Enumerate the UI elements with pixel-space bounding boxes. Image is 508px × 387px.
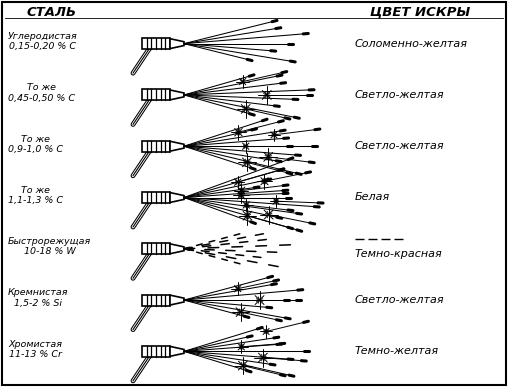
Bar <box>142 243 170 254</box>
Text: Светло-желтая: Светло-желтая <box>355 141 444 151</box>
Polygon shape <box>170 193 184 202</box>
Text: Кремнистая
1,5-2 % Si: Кремнистая 1,5-2 % Si <box>8 288 69 308</box>
Text: То же
1,1-1,3 % С: То же 1,1-1,3 % С <box>8 186 63 205</box>
Text: Светло-желтая: Светло-желтая <box>355 90 444 100</box>
Bar <box>142 141 170 152</box>
Polygon shape <box>170 346 184 356</box>
Text: Быстрорежущая
10-18 % W: Быстрорежущая 10-18 % W <box>8 237 91 257</box>
Text: Светло-желтая: Светло-желтая <box>355 295 444 305</box>
Polygon shape <box>170 90 184 100</box>
Polygon shape <box>170 244 184 254</box>
Bar <box>142 192 170 203</box>
Bar <box>142 295 170 306</box>
Text: Углеродистая
0,15-0,20 % С: Углеродистая 0,15-0,20 % С <box>8 32 78 51</box>
Text: ЦВЕТ ИСКРЫ: ЦВЕТ ИСКРЫ <box>370 6 470 19</box>
Bar <box>142 89 170 101</box>
Bar <box>142 346 170 357</box>
Polygon shape <box>170 141 184 151</box>
Text: То же
0,45-0,50 % С: То же 0,45-0,50 % С <box>8 83 75 103</box>
Polygon shape <box>170 39 184 49</box>
Text: Соломенно-желтая: Соломенно-желтая <box>355 39 468 49</box>
Text: Темно-красная: Темно-красная <box>355 249 443 259</box>
Polygon shape <box>170 295 184 305</box>
Text: Темно-желтая: Темно-желтая <box>355 346 439 356</box>
Text: То же
0,9-1,0 % С: То же 0,9-1,0 % С <box>8 135 63 154</box>
Bar <box>142 38 170 49</box>
Text: Хромистая
11-13 % Cr: Хромистая 11-13 % Cr <box>8 340 62 359</box>
Text: СТАЛЬ: СТАЛЬ <box>27 6 77 19</box>
Text: Белая: Белая <box>355 192 390 202</box>
